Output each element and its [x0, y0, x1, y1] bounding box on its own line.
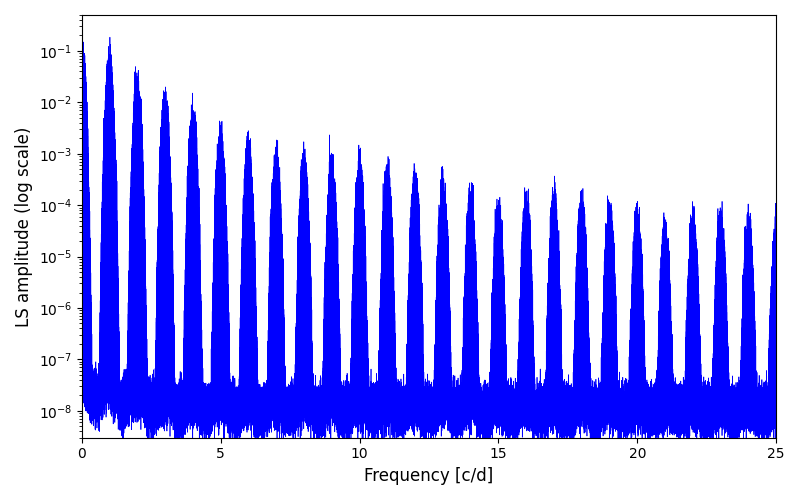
X-axis label: Frequency [c/d]: Frequency [c/d]: [364, 467, 494, 485]
Y-axis label: LS amplitude (log scale): LS amplitude (log scale): [15, 126, 33, 326]
